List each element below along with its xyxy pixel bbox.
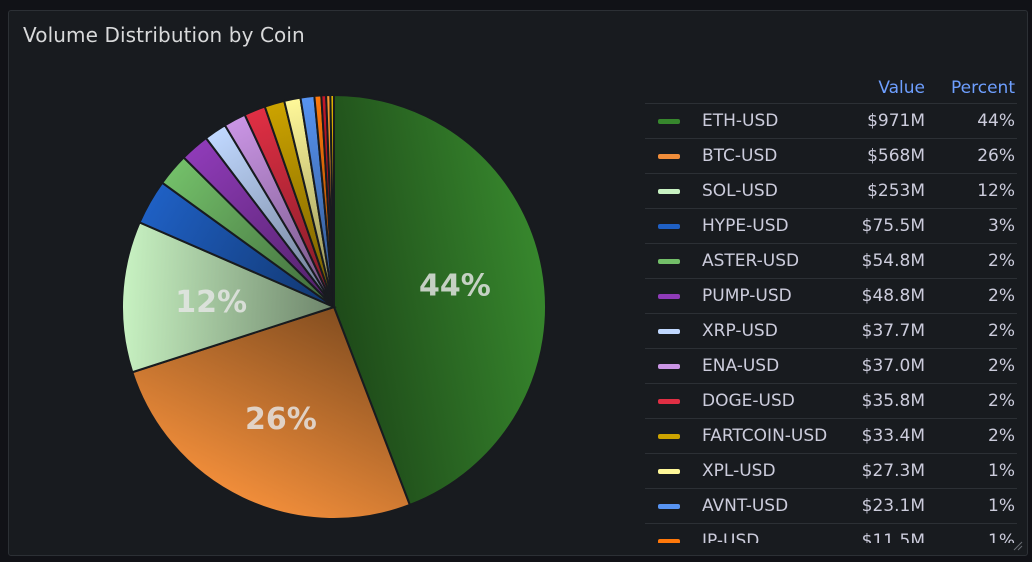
legend-percent: 2% — [988, 251, 1015, 271]
legend-swatch — [658, 468, 680, 474]
legend-value: $37.7M — [861, 321, 925, 341]
legend-series-name: FARTCOIN-USD — [702, 426, 828, 446]
legend-series-name: XRP-USD — [702, 321, 778, 341]
legend-percent: 12% — [977, 181, 1015, 201]
legend-series-name: ASTER-USD — [702, 251, 800, 271]
legend-swatch — [658, 153, 680, 159]
legend-series-name: SOL-USD — [702, 181, 778, 201]
legend-series-name: ENA-USD — [702, 356, 780, 376]
legend-swatch — [658, 258, 680, 264]
legend-percent: 2% — [988, 391, 1015, 411]
legend-swatch — [658, 538, 680, 543]
legend-row-aster-usd[interactable]: ASTER-USD $54.8M 2% — [645, 244, 1017, 279]
legend-row-avnt-usd[interactable]: AVNT-USD $23.1M 1% — [645, 489, 1017, 524]
legend-swatch — [658, 363, 680, 369]
legend-percent: 1% — [988, 496, 1015, 516]
legend-swatch — [658, 118, 680, 124]
legend-value: $33.4M — [861, 426, 925, 446]
pie-slice-eth-usd[interactable] — [333, 93, 547, 507]
legend-swatch — [658, 433, 680, 439]
legend-percent: 2% — [988, 426, 1015, 446]
slice-label-btc-usd: 26% — [245, 402, 317, 437]
legend-row-doge-usd[interactable]: DOGE-USD $35.8M 2% — [645, 384, 1017, 419]
pie-chart: 44% 26% 12% — [121, 93, 547, 520]
legend-percent: 2% — [988, 356, 1015, 376]
legend-series-name: ETH-USD — [702, 111, 779, 131]
legend-value: $568M — [867, 146, 925, 166]
legend-series-name: AVNT-USD — [702, 496, 789, 516]
legend-series-name: IP-USD — [702, 531, 760, 543]
pie-slice-btc-usd[interactable] — [131, 305, 412, 520]
legend-series-name: XPL-USD — [702, 461, 776, 481]
legend-value: $971M — [867, 111, 925, 131]
legend-row-fartcoin-usd[interactable]: FARTCOIN-USD $33.4M 2% — [645, 419, 1017, 454]
legend-row-pump-usd[interactable]: PUMP-USD $48.8M 2% — [645, 279, 1017, 314]
legend-header: Value Percent — [645, 73, 1017, 104]
legend-swatch — [658, 398, 680, 404]
legend-percent: 3% — [988, 216, 1015, 236]
legend-series-name: DOGE-USD — [702, 391, 795, 411]
pie-slice-other-15[interactable] — [329, 93, 335, 308]
legend-value: $48.8M — [861, 286, 925, 306]
legend-value: $35.8M — [861, 391, 925, 411]
legend-row-xrp-usd[interactable]: XRP-USD $37.7M 2% — [645, 314, 1017, 349]
legend-series-name: PUMP-USD — [702, 286, 792, 306]
legend-value: $27.3M — [861, 461, 925, 481]
legend-percent: 44% — [977, 111, 1015, 131]
slice-label-sol-usd: 12% — [175, 285, 247, 320]
legend-percent: 2% — [988, 321, 1015, 341]
legend-row-eth-usd[interactable]: ETH-USD $971M 44% — [645, 104, 1017, 139]
legend-series-name: HYPE-USD — [702, 216, 789, 236]
legend-value: $253M — [867, 181, 925, 201]
legend-series-name: BTC-USD — [702, 146, 778, 166]
resize-handle-icon[interactable] — [1011, 539, 1023, 551]
legend-row-sol-usd[interactable]: SOL-USD $253M 12% — [645, 174, 1017, 209]
legend-row-ena-usd[interactable]: ENA-USD $37.0M 2% — [645, 349, 1017, 384]
legend-row-xpl-usd[interactable]: XPL-USD $27.3M 1% — [645, 454, 1017, 489]
slice-label-eth-usd: 44% — [419, 269, 491, 304]
legend-value: $23.1M — [861, 496, 925, 516]
legend-value: $11.5M — [861, 531, 925, 543]
legend-row-ip-usd[interactable]: IP-USD $11.5M 1% — [645, 524, 1017, 543]
legend-row-hype-usd[interactable]: HYPE-USD $75.5M 3% — [645, 209, 1017, 244]
pie-slice-sol-usd[interactable] — [121, 221, 337, 374]
legend-percent-header[interactable]: Percent — [951, 78, 1015, 98]
legend-percent: 1% — [988, 531, 1015, 543]
legend-table[interactable]: Value Percent ETH-USD $971M 44% BTC-USD $568… — [645, 73, 1017, 543]
legend-percent: 1% — [988, 461, 1015, 481]
legend-value: $54.8M — [861, 251, 925, 271]
legend-value: $75.5M — [861, 216, 925, 236]
legend-swatch — [658, 188, 680, 194]
legend-swatch — [658, 503, 680, 509]
legend-percent: 2% — [988, 286, 1015, 306]
panel-title: Volume Distribution by Coin — [23, 23, 305, 47]
legend-swatch — [658, 328, 680, 334]
legend-row-btc-usd[interactable]: BTC-USD $568M 26% — [645, 139, 1017, 174]
legend-swatch — [658, 223, 680, 229]
legend-value: $37.0M — [861, 356, 925, 376]
legend-value-header[interactable]: Value — [878, 78, 925, 98]
legend-swatch — [658, 293, 680, 299]
legend-percent: 26% — [977, 146, 1015, 166]
chart-panel: Volume Distribution by Coin 44% 26% 12% Va… — [8, 10, 1028, 556]
